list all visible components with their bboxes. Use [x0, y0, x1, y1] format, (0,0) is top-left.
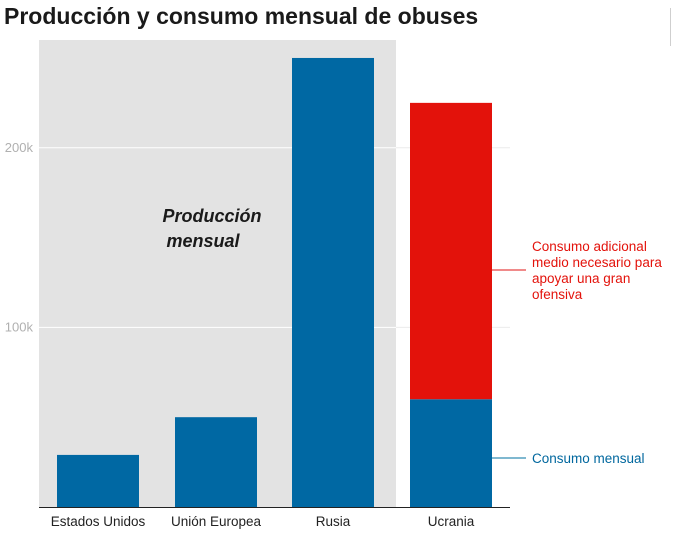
- category-labels: Estados Unidos Unión Europea Rusia Ucrania: [51, 514, 475, 529]
- chart-title: Producción y consumo mensual de obuses: [4, 3, 479, 29]
- region-label-line-2: mensual: [166, 231, 240, 251]
- edge-mark: [670, 8, 671, 46]
- annotation-additional-line-1: Consumo adicional: [532, 239, 647, 254]
- y-tick-label: 100k: [5, 319, 34, 334]
- annotation-additional-line-4: ofensiva: [532, 287, 583, 302]
- bar-production: [410, 399, 492, 507]
- y-tick-labels: 100k 200k: [5, 140, 34, 335]
- category-label: Unión Europea: [171, 514, 262, 529]
- bar-production: [292, 57, 374, 507]
- category-label: Estados Unidos: [51, 514, 146, 529]
- bar-production: [175, 417, 257, 507]
- bar-production: [57, 454, 139, 507]
- region-label-line-1: Producción: [162, 206, 261, 226]
- annotation-additional-line-2: medio necesario para: [532, 255, 662, 270]
- bar-additional: [410, 102, 492, 400]
- y-tick-label: 200k: [5, 140, 34, 155]
- category-label: Rusia: [316, 514, 351, 529]
- annotation-monthly: Consumo mensual: [532, 451, 645, 466]
- category-label: Ucrania: [428, 514, 475, 529]
- bars: [57, 57, 492, 507]
- annotation-additional-line-3: apoyar una gran: [532, 271, 630, 286]
